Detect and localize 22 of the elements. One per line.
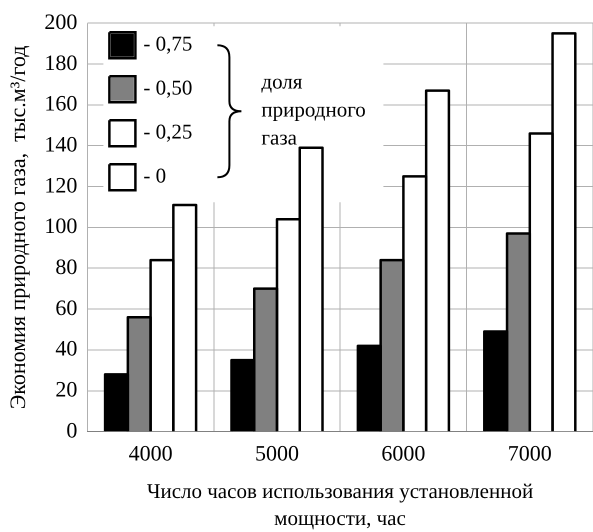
y-tick-label: 200 <box>44 8 78 34</box>
legend-label: - 0,75 <box>143 32 192 56</box>
y-tick-label: 0 <box>66 417 78 442</box>
y-tick-label: 180 <box>44 50 78 75</box>
y-tick-label: 80 <box>55 254 78 280</box>
x-axis-title: Число часов использования установленной мощности, час <box>146 478 534 532</box>
y-tick-label: 20 <box>55 376 78 402</box>
x-tick-label: 5000 <box>255 440 299 466</box>
y-tick-label: 100 <box>44 213 78 238</box>
x-tick-label: 4000 <box>128 440 173 466</box>
y-tick-label: 160 <box>44 90 78 116</box>
y-tick-label: 60 <box>55 294 78 320</box>
y-tick-label: 40 <box>55 336 78 361</box>
x-tick-label: 7000 <box>508 440 552 466</box>
x-tick-label: 6000 <box>381 440 426 466</box>
legend-title: доля природного газа <box>261 70 366 150</box>
legend-label: - 0,25 <box>143 120 192 144</box>
legend-label: - 0 <box>143 164 166 188</box>
legend-label: - 0,50 <box>143 76 192 100</box>
y-tick-label: 140 <box>44 132 78 156</box>
y-tick-label: 120 <box>44 172 78 198</box>
y-axis-title: Экономия природного газа, тыс.м³/год <box>4 46 30 410</box>
